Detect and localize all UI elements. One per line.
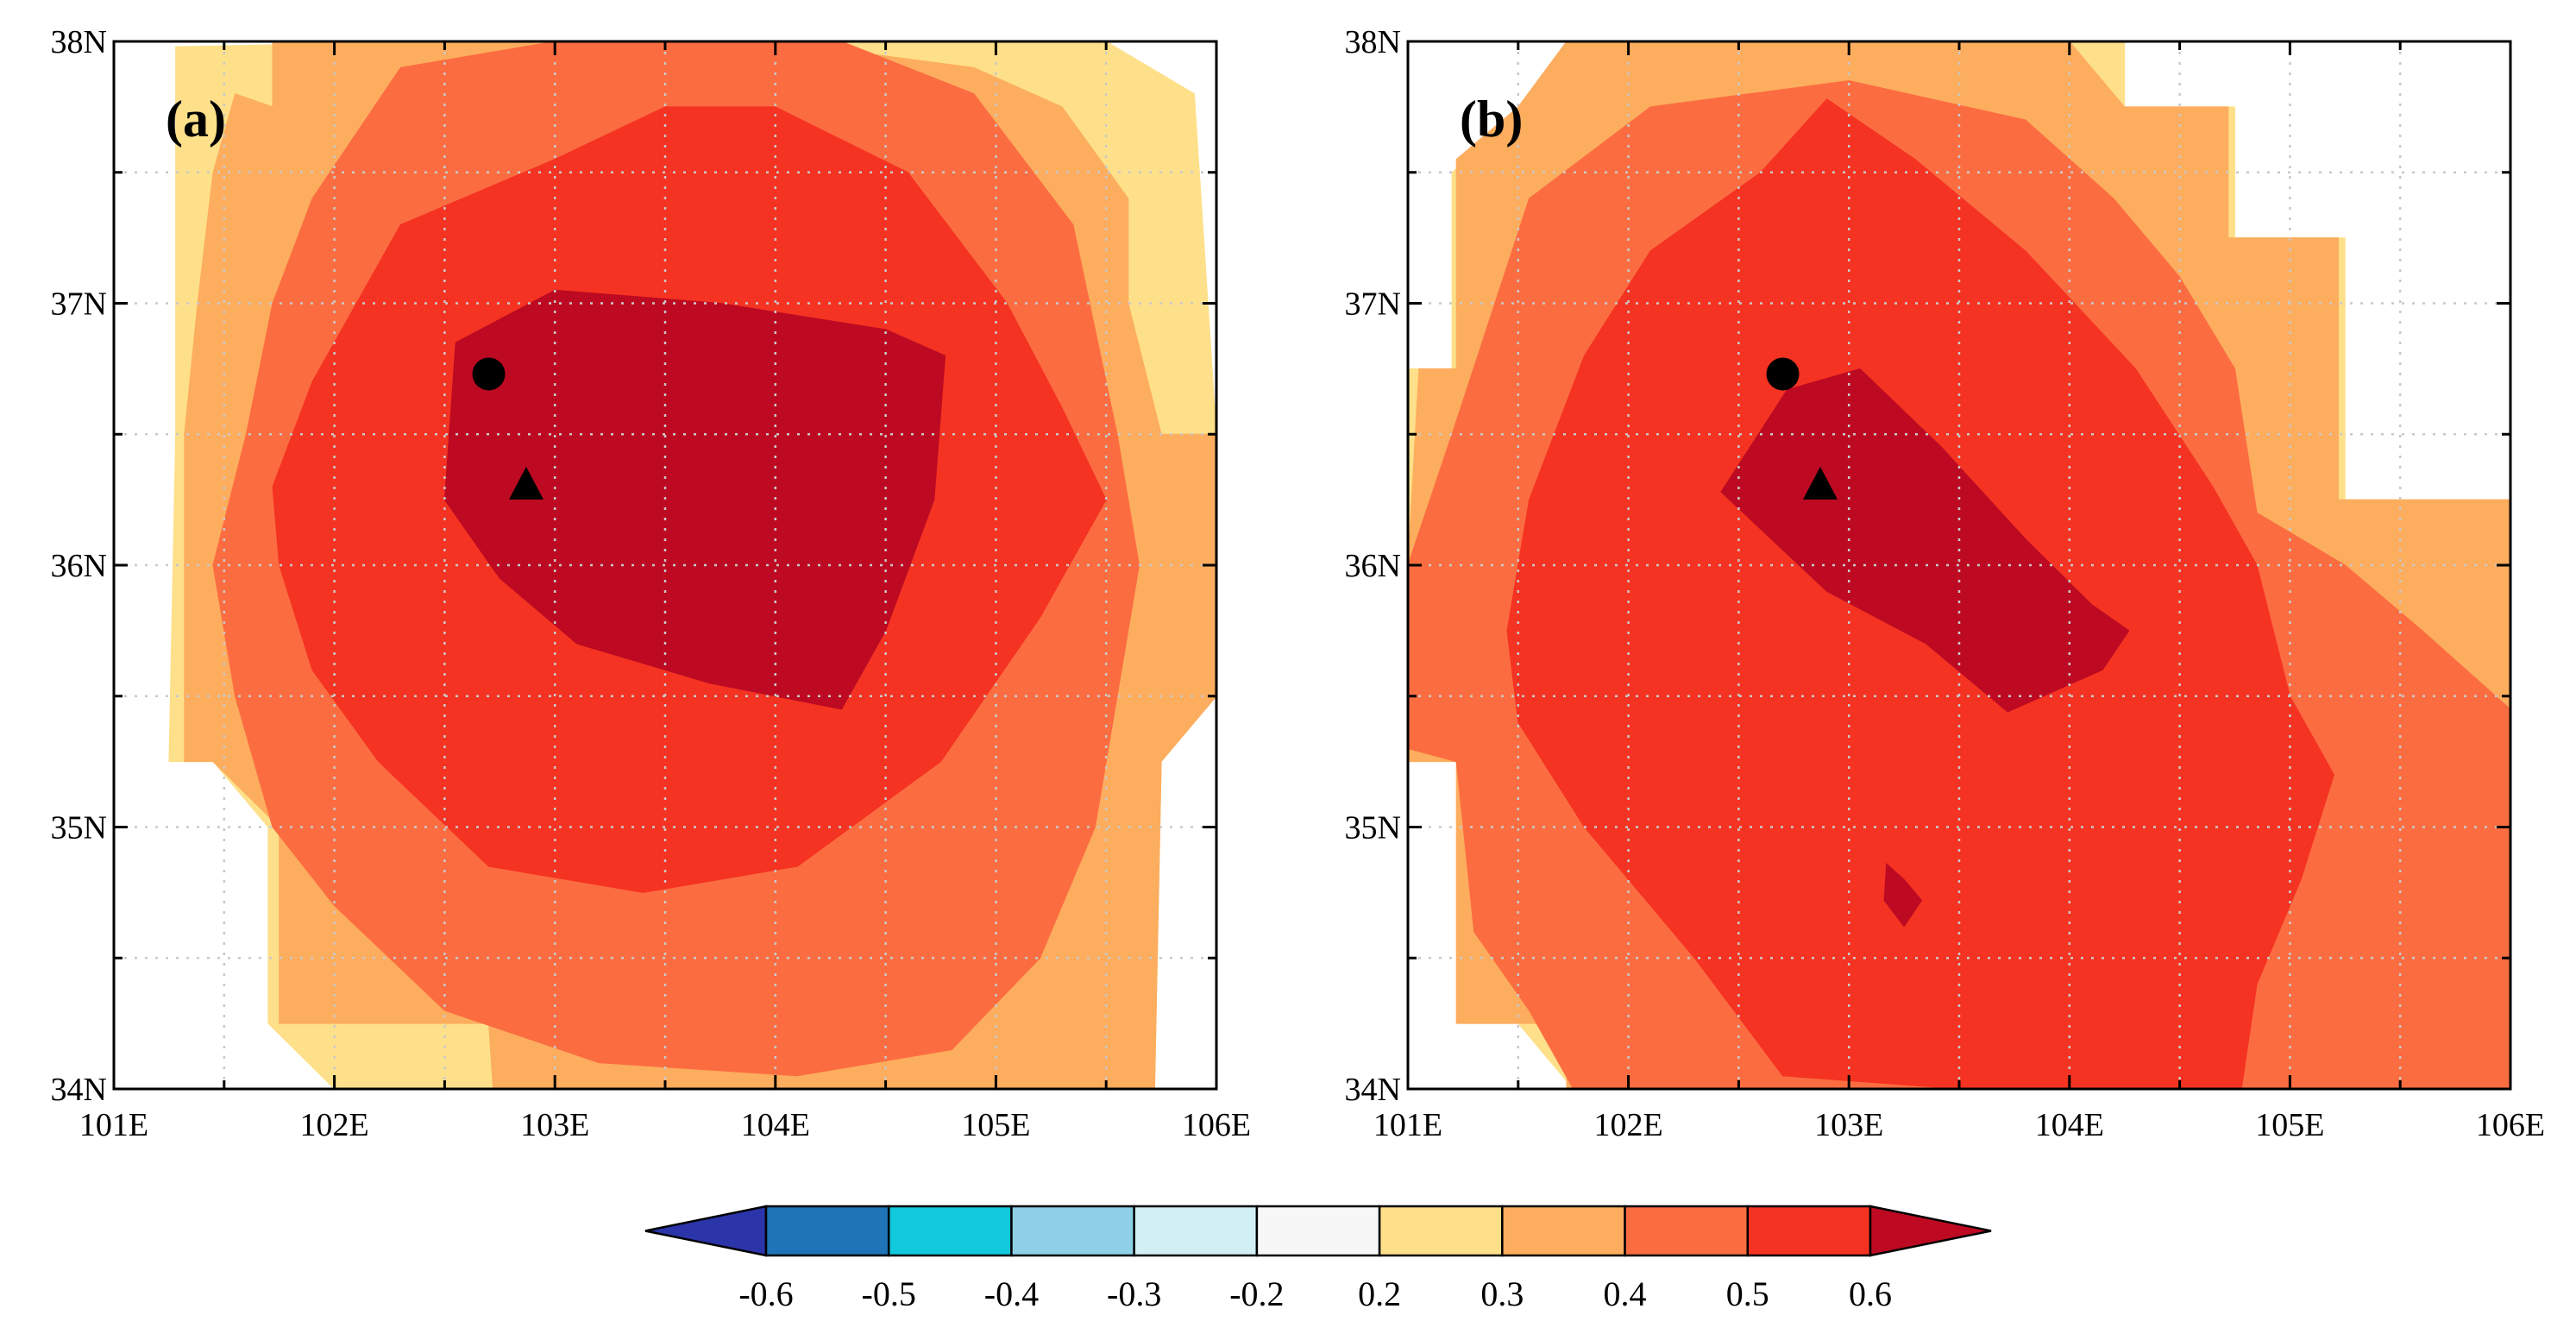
x-tick-label: 105E xyxy=(2255,1107,2324,1143)
y-tick-label: 36N xyxy=(51,548,107,584)
x-tick-label: 106E xyxy=(1182,1107,1251,1143)
grid-lines xyxy=(114,41,1216,1089)
station-triangle-marker xyxy=(1802,466,1838,500)
x-tick-label: 104E xyxy=(2035,1107,2104,1143)
colorbar-swatch xyxy=(1378,1205,1504,1257)
contour-region-0.6 xyxy=(443,289,946,710)
colorbar-tick-label: 0.5 xyxy=(1726,1274,1769,1313)
colorbar-swatch xyxy=(1501,1205,1626,1257)
colorbar-swatch xyxy=(1746,1205,1872,1257)
colorbar-min-extension xyxy=(644,1205,768,1257)
colorbar-swatch xyxy=(1133,1205,1259,1257)
grid-lines xyxy=(1408,41,2510,1089)
y-tick-label: 37N xyxy=(51,286,107,323)
x-tick-label: 105E xyxy=(961,1107,1030,1143)
colorbar-tick-label: 0.3 xyxy=(1480,1274,1524,1313)
x-tick-label: 103E xyxy=(1814,1107,1883,1143)
x-tick-label: 102E xyxy=(299,1107,368,1143)
x-tick-label: 104E xyxy=(741,1107,810,1143)
colorbar-tick-label: -0.4 xyxy=(984,1274,1039,1313)
colorbar-swatch xyxy=(1255,1205,1381,1257)
panel-label: (a) xyxy=(166,91,226,148)
x-tick-label: 102E xyxy=(1593,1107,1662,1143)
y-tick-label: 35N xyxy=(51,810,107,846)
y-tick-label: 38N xyxy=(1345,24,1401,60)
colorbar-tick-label: 0.4 xyxy=(1604,1274,1647,1313)
colorbar-tick-label: -0.3 xyxy=(1107,1274,1161,1313)
colorbar-swatch xyxy=(1624,1205,1750,1257)
y-tick-label: 34N xyxy=(51,1072,107,1108)
y-tick-label: 38N xyxy=(51,24,107,60)
station-circle-marker xyxy=(1766,357,1800,391)
y-tick-label: 37N xyxy=(1345,286,1401,323)
station-circle-marker xyxy=(472,357,506,391)
colorbar-tick-label: -0.5 xyxy=(862,1274,916,1313)
x-tick-label: 101E xyxy=(79,1107,148,1143)
colorbar-swatch xyxy=(764,1205,890,1257)
colorbar-tick-label: -0.6 xyxy=(738,1274,793,1313)
colorbar-tick-label: 0.2 xyxy=(1358,1274,1401,1313)
map-panel-b: 101E 102E 103E 104E 105E 106E 34N 35N 36N 37N 38N (… xyxy=(1345,24,2546,1143)
x-tick-label: 103E xyxy=(520,1107,589,1143)
contour-region-0.6 xyxy=(1883,862,1923,928)
colorbar-tick-label: 0.6 xyxy=(1849,1274,1892,1313)
station-triangle-marker xyxy=(508,466,543,500)
map-panel-a: 101E 102E 103E 104E 105E 106E 34N 35N 36N 37N 38N (… xyxy=(51,24,1252,1143)
colorbar-swatch xyxy=(887,1205,1013,1257)
colorbar-max-extension xyxy=(1869,1205,1992,1257)
x-tick-label: 106E xyxy=(2476,1107,2545,1143)
colorbar-swatch xyxy=(1010,1205,1135,1257)
colorbar-tick-label: -0.2 xyxy=(1229,1274,1284,1313)
colorbar: -0.6 -0.5 -0.4 -0.3 -0.2 0.2 0.3 0.4 0.5 0.6 xyxy=(644,1205,1992,1313)
y-tick-label: 36N xyxy=(1345,548,1401,584)
contour-fills xyxy=(168,41,1216,1089)
panel-label: (b) xyxy=(1460,91,1523,148)
x-tick-label: 101E xyxy=(1373,1107,1442,1143)
contour-region-0.6 xyxy=(1720,368,2130,713)
y-tick-label: 35N xyxy=(1345,810,1401,846)
y-tick-label: 34N xyxy=(1345,1072,1401,1108)
